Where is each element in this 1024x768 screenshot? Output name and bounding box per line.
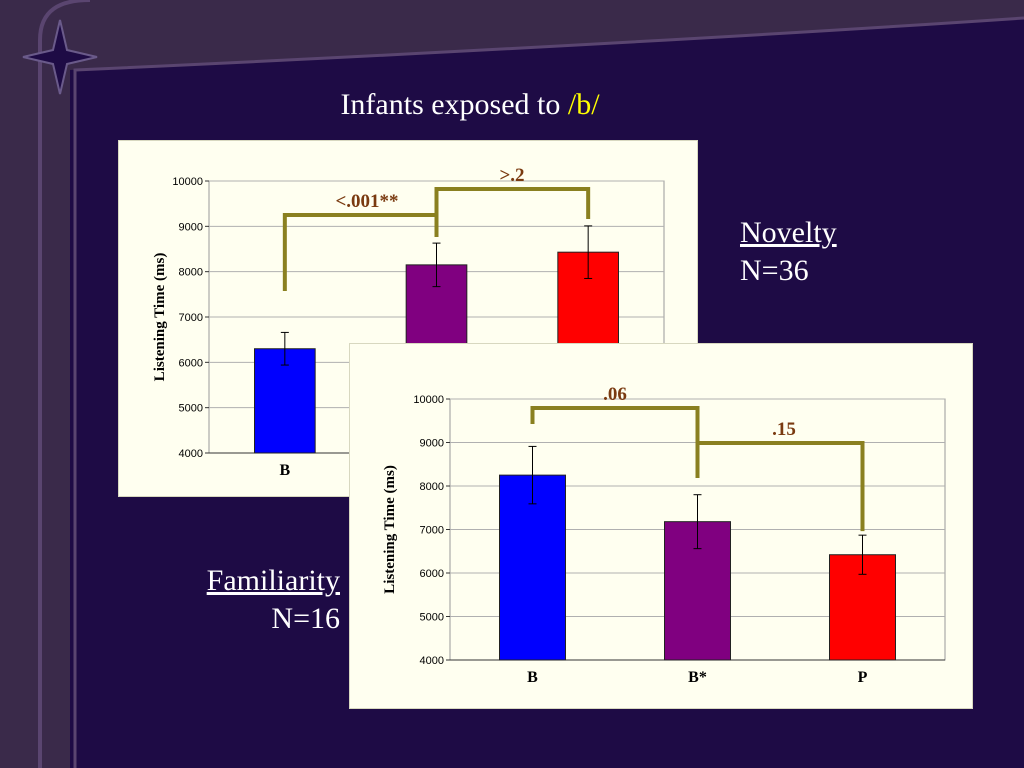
y-tick-label: 5000: [179, 403, 203, 415]
y-tick-label: 4000: [179, 448, 203, 460]
novelty-block: Novelty N=36: [740, 214, 837, 290]
y-tick-label: 8000: [420, 481, 444, 493]
x-tick-label: B: [279, 462, 290, 479]
familiarity-chart-panel: 4000 5000 6000 7000 8000 9000 10000 Listening T…: [349, 343, 973, 709]
y-tick-label: 10000: [413, 394, 444, 406]
bar: [254, 348, 316, 454]
y-axis-label: Listening Time (ms): [152, 253, 168, 382]
bar: [499, 474, 566, 661]
significance-bracket: [695, 441, 865, 532]
x-tick-label: B: [527, 669, 538, 686]
y-tick-label: 7000: [420, 525, 444, 537]
x-tick-label: B*: [688, 669, 707, 686]
novelty-label: Novelty: [740, 216, 837, 249]
y-tick-label: 5000: [420, 612, 444, 624]
title-highlight: /b/: [567, 88, 600, 121]
p-value-label: >.2: [499, 165, 524, 186]
p-value-label: .06: [603, 384, 627, 405]
familiarity-n: N=16: [271, 602, 340, 635]
y-tick-label: 4000: [420, 655, 444, 667]
novelty-n: N=36: [740, 254, 809, 287]
familiarity-chart: 4000 5000 6000 7000 8000 9000 10000 Listening T…: [382, 384, 946, 686]
y-axis-label: Listening Time (ms): [382, 465, 398, 594]
y-tick-label: 6000: [179, 357, 203, 369]
y-tick-label: 6000: [420, 568, 444, 580]
y-tick-label: 8000: [179, 267, 203, 279]
slide-title: Infants exposed to /b/: [240, 88, 700, 122]
x-tick-label: P: [858, 669, 868, 686]
y-tick-label: 7000: [179, 312, 203, 324]
y-tick-label: 9000: [179, 221, 203, 233]
y-tick-label: 10000: [172, 176, 203, 188]
p-value-label: <.001**: [335, 191, 398, 212]
star-icon: [22, 19, 98, 95]
familiarity-label: Familiarity: [206, 564, 340, 597]
title-prefix: Infants exposed to: [340, 88, 568, 121]
y-tick-label: 9000: [420, 438, 444, 450]
familiarity-block: Familiarity N=16: [176, 562, 340, 638]
p-value-label: .15: [772, 419, 796, 440]
significance-bracket: [434, 187, 591, 237]
